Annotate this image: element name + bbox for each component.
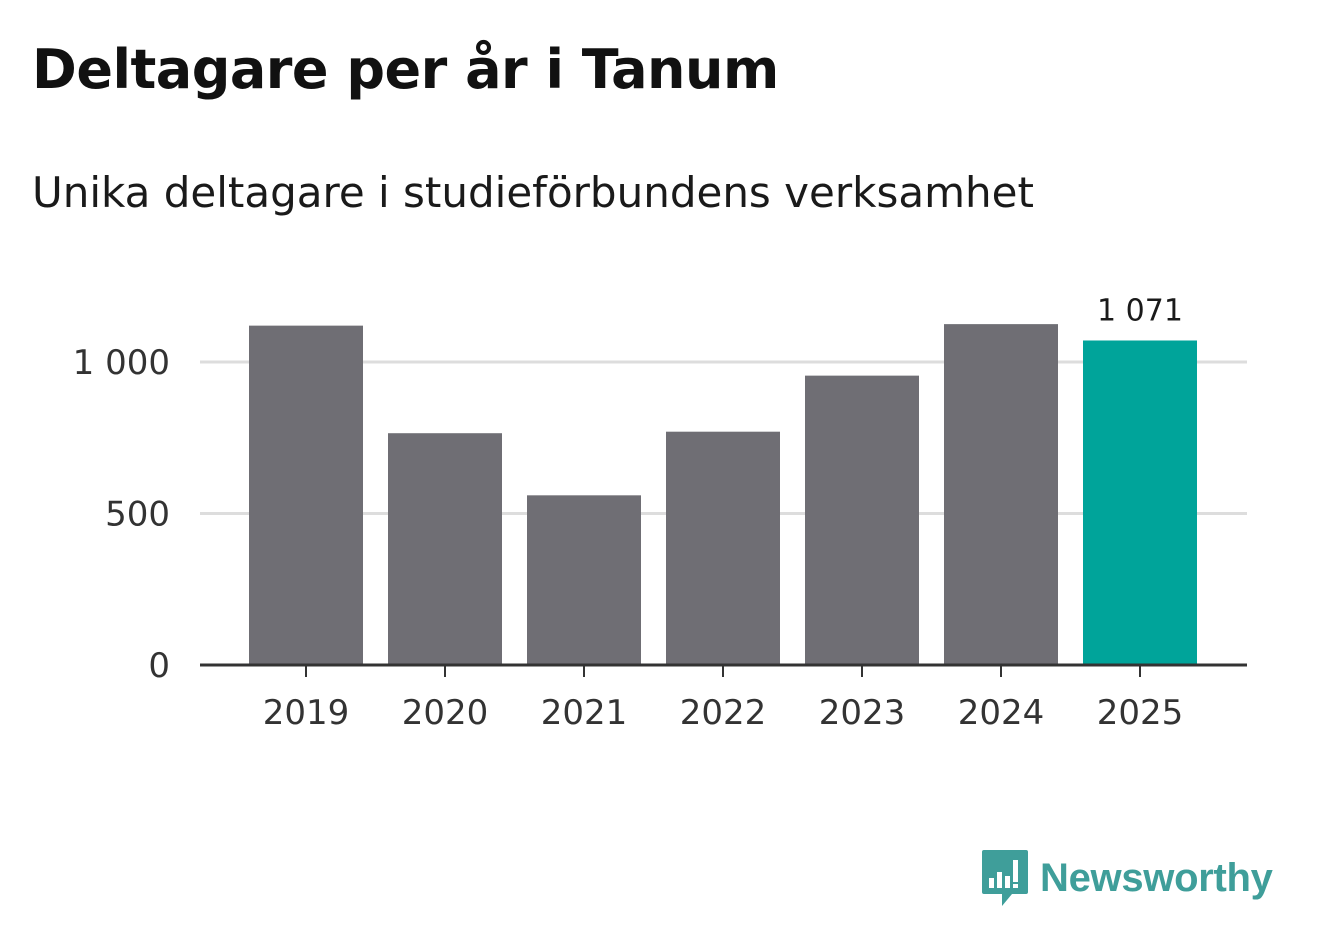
- bar: [805, 375, 919, 665]
- bar: [527, 495, 641, 665]
- x-tick-label: 2022: [680, 693, 767, 733]
- x-tick-label: 2023: [819, 693, 906, 733]
- chart-title: Deltagare per år i Tanum: [32, 38, 779, 101]
- bar: [666, 431, 780, 665]
- x-tick-label: 2024: [958, 693, 1045, 733]
- data-label: 1 071: [1097, 293, 1183, 328]
- brand-name: Newsworthy: [1040, 855, 1273, 900]
- y-tick-label: 0: [148, 646, 170, 686]
- x-tick-label: 2019: [263, 693, 350, 733]
- bar: [944, 324, 1058, 665]
- x-tick-label: 2020: [402, 693, 489, 733]
- brand-logo: Newsworthy: [980, 848, 1273, 908]
- y-tick-label: 1 000: [73, 343, 170, 383]
- newsworthy-logo-icon: [982, 850, 1028, 906]
- y-tick-label: 500: [105, 495, 170, 535]
- chart-subtitle: Unika deltagare i studieförbundens verks…: [32, 168, 1034, 217]
- x-tick-label: 2021: [541, 693, 628, 733]
- bar: [1083, 340, 1197, 665]
- bar: [249, 325, 363, 665]
- bar: [388, 433, 502, 665]
- x-tick-label: 2025: [1097, 693, 1184, 733]
